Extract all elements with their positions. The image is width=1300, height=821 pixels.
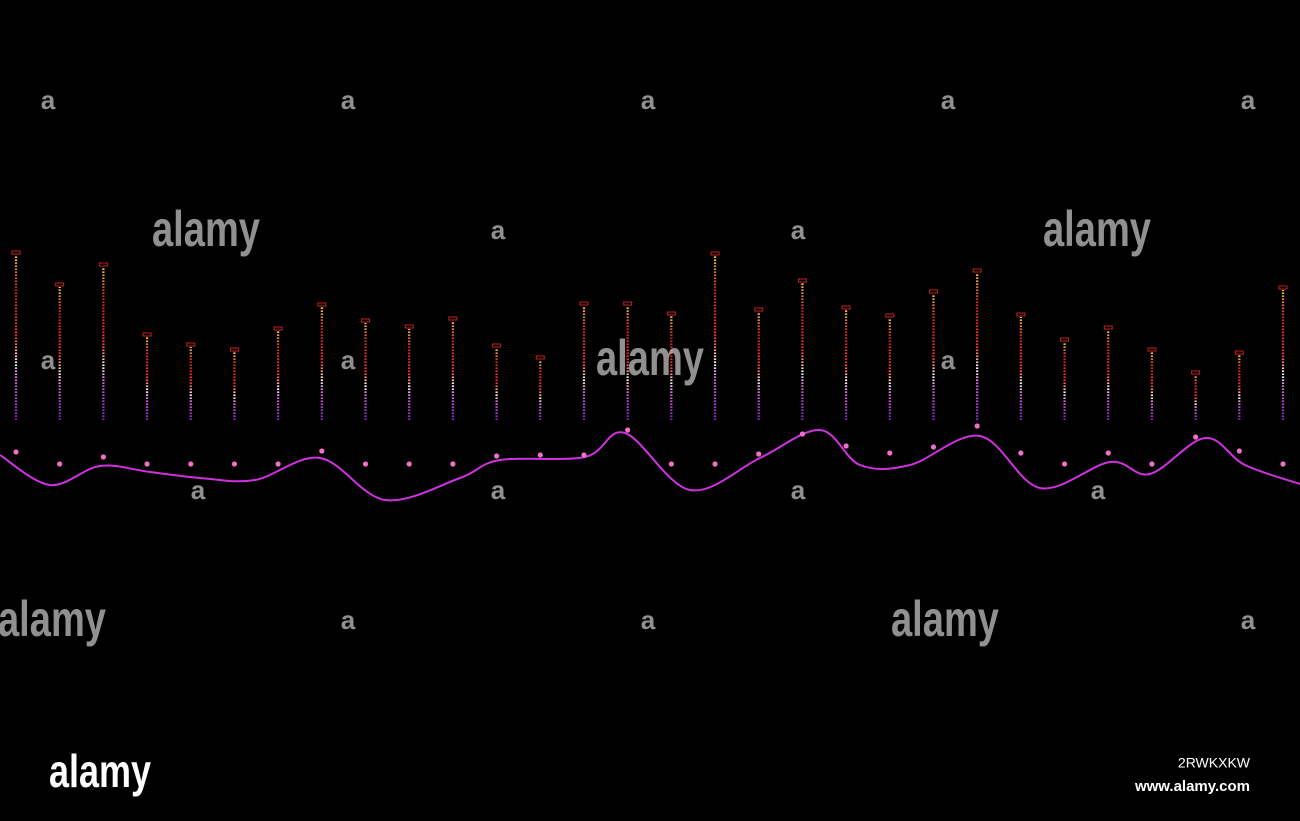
watermark-logo: alamy [1043, 201, 1151, 257]
bar-peak [142, 332, 152, 337]
watermark-logo: alamy [891, 591, 999, 647]
level-dot [493, 453, 500, 459]
level-dot [406, 461, 412, 467]
level-dot [275, 461, 281, 467]
watermark-mark: a [191, 475, 206, 505]
level-dot [887, 450, 893, 456]
watermark-mark: a [791, 215, 806, 245]
level-dot [1061, 461, 1068, 467]
watermark-mark: a [341, 85, 356, 115]
level-dot [100, 454, 106, 460]
watermark-logo: alamy [0, 591, 106, 647]
bar-peak [1060, 337, 1070, 342]
level-dot [1018, 450, 1024, 456]
level-dot [1105, 450, 1111, 456]
footer-logo: alamy [49, 745, 151, 797]
bar-peak [361, 318, 371, 323]
level-dot [930, 444, 937, 450]
bar-peak [1278, 285, 1288, 290]
bar-peak [273, 326, 283, 331]
image-id: 2RWKXKW [1178, 755, 1251, 771]
bar-peak [55, 282, 65, 287]
bar-peak [535, 355, 545, 360]
level-dot [188, 461, 194, 467]
level-dot [974, 423, 980, 429]
watermark-mark: a [1241, 605, 1256, 635]
level-dot [144, 461, 150, 467]
bar-peak [841, 305, 851, 310]
level-dot [362, 461, 369, 467]
level-dot [537, 452, 543, 458]
level-dot [756, 451, 762, 457]
site-url: www.alamy.com [1134, 778, 1250, 795]
level-dot [712, 461, 718, 467]
bar-peak [1191, 370, 1201, 375]
bar-peak [229, 347, 239, 352]
watermark-mark: a [641, 85, 656, 115]
level-dot [1236, 448, 1242, 454]
bar-peak [1103, 325, 1113, 330]
level-dots [13, 423, 1286, 467]
watermark-logo: alamy [152, 201, 260, 257]
bar-peak [317, 302, 327, 307]
level-dot [231, 461, 238, 467]
watermark-mark: a [41, 345, 56, 375]
watermark-mark: a [791, 475, 806, 505]
bar-peak [972, 268, 982, 273]
bar-peak [1147, 347, 1157, 352]
bar-peak [579, 301, 589, 306]
level-dot [581, 452, 587, 458]
bar-peak [710, 251, 720, 256]
bar-peak [492, 343, 502, 348]
watermark-mark: a [941, 345, 956, 375]
spectrum-bars [11, 250, 1288, 421]
bar-peak [885, 313, 895, 318]
bar-peak [186, 342, 196, 347]
level-dot [450, 461, 456, 467]
bar-peak [1016, 312, 1026, 317]
waveform-line [0, 428, 1300, 502]
bar-peak [797, 278, 807, 283]
level-dot [1149, 461, 1155, 467]
bar-peak [98, 262, 108, 267]
level-dot [799, 431, 806, 437]
watermark-mark: a [1091, 475, 1106, 505]
level-dot [668, 461, 674, 467]
bar-peak [754, 307, 764, 312]
watermark-mark: a [941, 85, 956, 115]
watermarks: alamy alamy alamy alamy alamy a a a a a a a a a a a a a a a… [0, 85, 1256, 647]
watermark-mark: a [1241, 85, 1256, 115]
bar-peak [666, 311, 676, 316]
watermark-mark: a [341, 345, 356, 375]
level-dot [1280, 461, 1286, 467]
watermark-mark: a [641, 605, 656, 635]
bar-peak [404, 324, 414, 329]
bar-peak [448, 316, 458, 321]
level-dot [57, 461, 63, 467]
watermark-mark: a [491, 475, 506, 505]
level-dot [319, 448, 325, 454]
level-dot [13, 449, 19, 455]
watermark-logo: alamy [596, 330, 704, 386]
level-dot [843, 443, 849, 449]
bar-peak [623, 301, 633, 306]
level-dot [625, 427, 631, 433]
watermark-mark: a [341, 605, 356, 635]
level-dot [1193, 434, 1199, 440]
watermark-mark: a [491, 215, 506, 245]
bar-peak [928, 289, 938, 294]
watermark-mark: a [41, 85, 56, 115]
bar-peak [11, 250, 21, 255]
bar-peak [1234, 350, 1244, 355]
